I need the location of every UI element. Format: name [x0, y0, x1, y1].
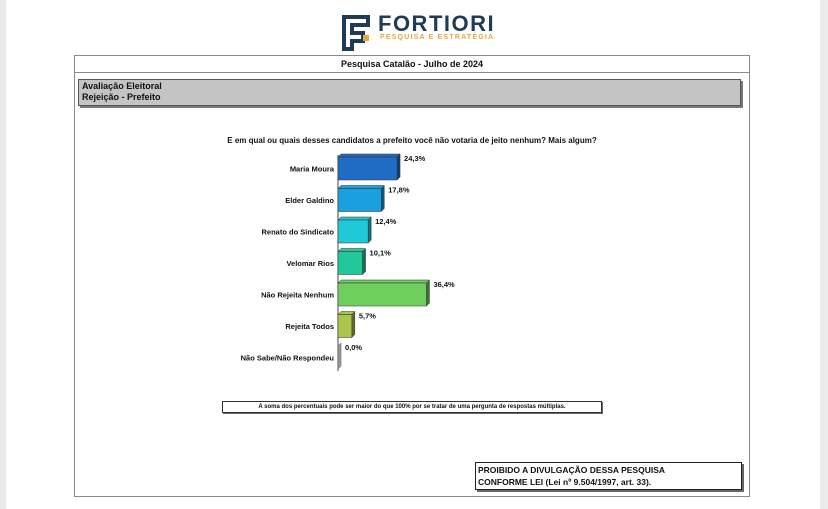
bar-side-face	[351, 310, 356, 339]
legal-notice: PROIBIDO A DIVULGAÇÃO DESSA PESQUISA CON…	[475, 462, 742, 490]
section-header-line2: Rejeição - Prefeito	[82, 92, 161, 102]
category-label: Não Rejeita Nenhum	[261, 291, 334, 300]
value-label: 5,7%	[359, 312, 376, 321]
bar-top-face	[337, 153, 401, 158]
category-label: Maria Moura	[290, 165, 335, 174]
bar-top-face	[337, 185, 385, 189]
title-divider	[75, 72, 749, 73]
bar-top-face	[337, 279, 431, 284]
bar-side-face	[381, 184, 385, 213]
bar	[337, 314, 353, 338]
section-header: Avaliação Eleitoral Rejeição - Prefeito	[78, 79, 741, 106]
category-label: Elder Galdino	[285, 196, 334, 205]
fortiori-logo: FORTIORI PESQUISA E ESTRATÉGIA	[341, 11, 501, 51]
right-gutter	[820, 0, 828, 509]
bar	[337, 219, 369, 244]
rejection-bar-chart: Maria Moura 24,3% Elder Galdino 17,8% Renato…	[241, 153, 455, 371]
value-label: 24,3%	[404, 154, 426, 163]
category-label: Velomar Rios	[286, 259, 334, 268]
value-label: 0,0%	[345, 343, 362, 352]
left-gutter	[0, 0, 6, 509]
bar-top-face	[337, 248, 367, 252]
bar	[337, 282, 427, 307]
logo-tagline: PESQUISA E ESTRATÉGIA	[380, 34, 495, 41]
value-label: 36,4%	[433, 280, 455, 289]
bar-side-face	[396, 153, 401, 181]
section-header-line1: Avaliação Eleitoral	[82, 81, 162, 91]
logo-mark-icon	[342, 15, 370, 51]
category-label: Não Sabe/Não Respondeu	[241, 354, 335, 363]
bar	[337, 342, 342, 370]
survey-question: E em qual ou quais desses candidatos a p…	[227, 136, 597, 145]
logo-wordmark: FORTIORI	[378, 11, 496, 36]
bar-side-face	[367, 216, 372, 244]
bar	[337, 188, 382, 212]
legal-line1: PROIBIDO A DIVULGAÇÃO DESSA PESQUISA	[478, 465, 666, 475]
value-label: 12,4%	[375, 217, 397, 226]
bar-side-face	[426, 279, 430, 307]
report-frame: Pesquisa Catalão - Julho de 2024 Avaliaç…	[74, 55, 750, 497]
category-label: Rejeita Todos	[285, 322, 334, 331]
bar	[337, 251, 363, 275]
footnote: A soma dos percentuais pode ser maior do…	[222, 401, 602, 413]
value-label: 10,1%	[370, 249, 392, 258]
report-title: Pesquisa Catalão - Julho de 2024	[340, 59, 484, 69]
category-label: Renato do Sindicato	[261, 228, 334, 237]
value-label: 17,8%	[388, 186, 410, 195]
bar-top-face	[337, 216, 372, 221]
legal-line2: CONFORME LEI (Lei nº 9.504/1997, art. 33…	[478, 477, 652, 487]
bar	[337, 156, 398, 181]
bar-side-face	[362, 247, 366, 276]
